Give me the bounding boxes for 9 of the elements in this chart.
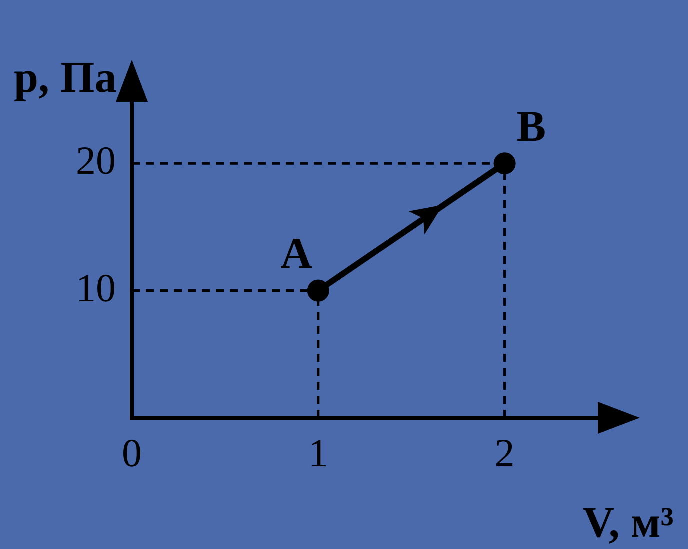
annotation: B <box>516 102 546 151</box>
y-tick-label: 10 <box>76 265 116 310</box>
x-tick-label: 1 <box>308 430 328 476</box>
x-tick-label: 0 <box>122 430 142 476</box>
annotation: A <box>280 229 313 278</box>
y-tick-label: 20 <box>76 138 116 184</box>
y-axis-title: p, Па <box>14 53 117 102</box>
x-axis-title: V, м³ <box>582 498 674 547</box>
x-tick-label: 2 <box>494 430 515 476</box>
